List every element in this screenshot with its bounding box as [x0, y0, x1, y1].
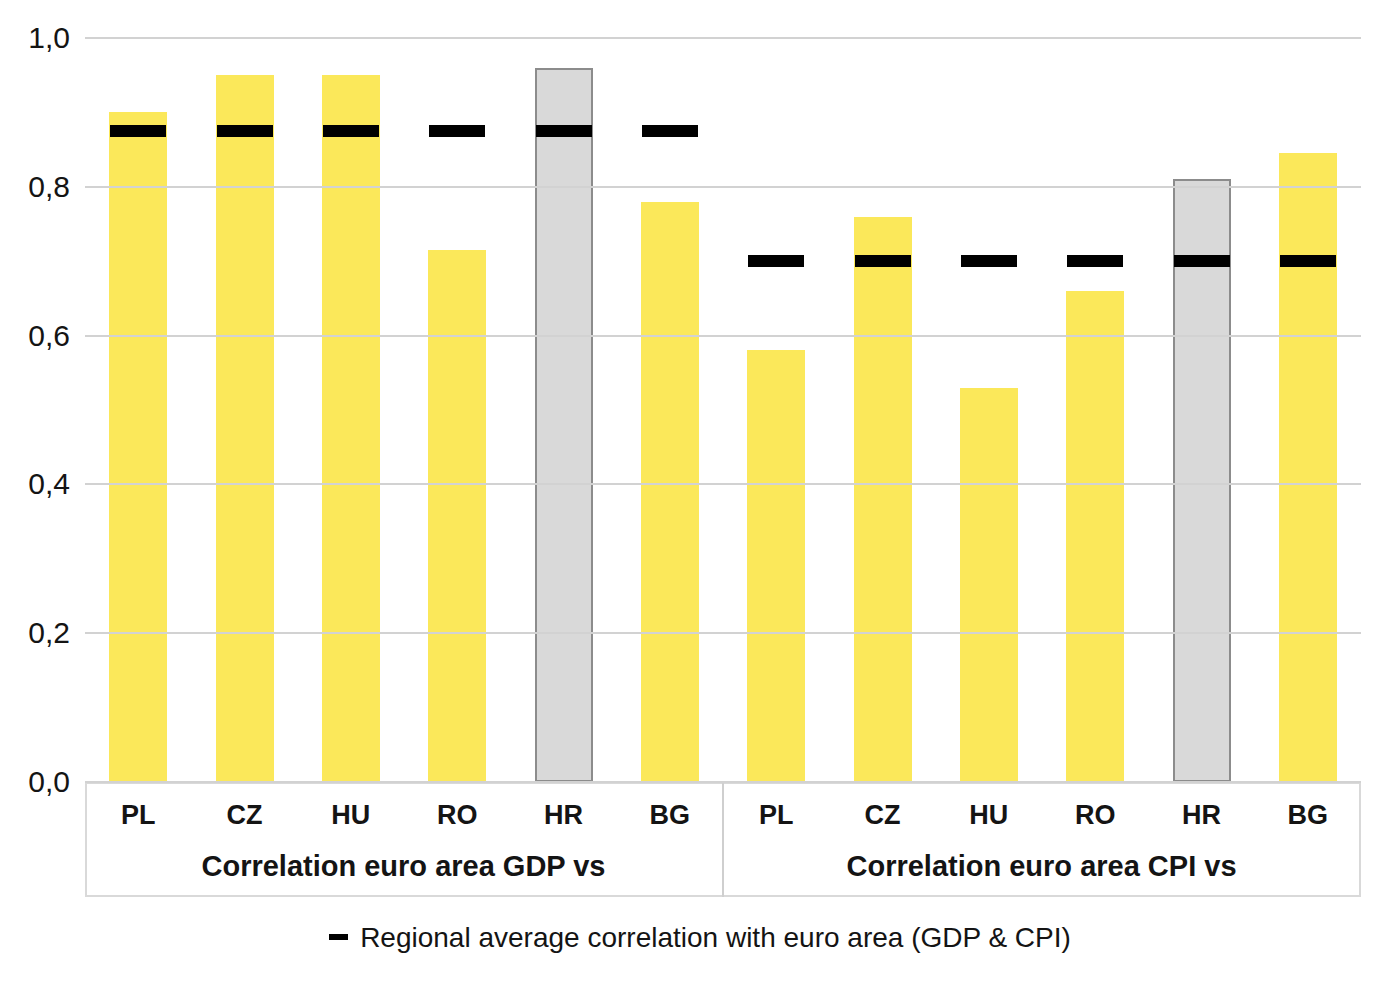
- average-dash-cpi-CZ: [855, 255, 911, 267]
- average-dash-cpi-BG: [1280, 255, 1336, 267]
- average-dash-gdp-HR: [536, 125, 592, 137]
- category-label-cpi-RO: RO: [1047, 800, 1143, 831]
- bar-gdp-HR: [535, 68, 593, 782]
- category-label-gdp-HU: HU: [303, 800, 399, 831]
- category-label-cpi-CZ: CZ: [835, 800, 931, 831]
- gridline-0,8: [85, 186, 1361, 188]
- category-label-gdp-RO: RO: [409, 800, 505, 831]
- gridline-0,0: [85, 781, 1361, 783]
- bar-cpi-HR: [1173, 179, 1231, 782]
- gridline-0,2: [85, 632, 1361, 634]
- bar-gdp-HU: [322, 75, 380, 782]
- category-label-cpi-PL: PL: [728, 800, 824, 831]
- chart-canvas: 0,0 0,2 0,4 0,6 0,8 1,0 PL CZ HU RO HR BG PL CZ HU RO H…: [0, 0, 1400, 992]
- y-tick-label-0,2: 0,2: [4, 617, 70, 649]
- category-label-gdp-BG: BG: [622, 800, 718, 831]
- legend: Regional average correlation with euro a…: [0, 922, 1400, 954]
- bar-gdp-RO: [428, 250, 486, 782]
- y-tick-label-1,0: 1,0: [4, 22, 70, 54]
- bar-gdp-CZ: [216, 75, 274, 782]
- category-label-gdp-HR: HR: [516, 800, 612, 831]
- category-label-gdp-CZ: CZ: [197, 800, 293, 831]
- category-label-gdp-PL: PL: [90, 800, 186, 831]
- average-dash-cpi-RO: [1067, 255, 1123, 267]
- bar-gdp-BG: [641, 202, 699, 782]
- category-label-cpi-HU: HU: [941, 800, 1037, 831]
- bar-cpi-BG: [1279, 153, 1337, 782]
- y-tick-label-0,4: 0,4: [4, 468, 70, 500]
- average-dash-gdp-BG: [642, 125, 698, 137]
- legend-dash-icon: [329, 934, 348, 940]
- average-dash-cpi-PL: [748, 255, 804, 267]
- category-label-cpi-HR: HR: [1154, 800, 1250, 831]
- group-label-gdp: Correlation euro area GDP vs: [85, 850, 722, 883]
- gridline-0,4: [85, 483, 1361, 485]
- gridline-1,0: [85, 37, 1361, 39]
- average-dash-gdp-HU: [323, 125, 379, 137]
- group-label-cpi: Correlation euro area CPI vs: [723, 850, 1360, 883]
- average-dash-gdp-RO: [429, 125, 485, 137]
- average-dash-cpi-HU: [961, 255, 1017, 267]
- average-dash-gdp-CZ: [217, 125, 273, 137]
- y-tick-label-0,8: 0,8: [4, 171, 70, 203]
- legend-label: Regional average correlation with euro a…: [360, 922, 1071, 953]
- gridline-0,6: [85, 335, 1361, 337]
- bar-cpi-RO: [1066, 291, 1124, 782]
- bar-gdp-PL: [109, 112, 167, 782]
- average-dash-gdp-PL: [110, 125, 166, 137]
- category-label-cpi-BG: BG: [1260, 800, 1356, 831]
- bar-cpi-HU: [960, 388, 1018, 782]
- average-dash-cpi-HR: [1174, 255, 1230, 267]
- bar-cpi-CZ: [854, 217, 912, 782]
- y-tick-label-0,0: 0,0: [4, 766, 70, 798]
- bar-cpi-PL: [747, 350, 805, 782]
- y-tick-label-0,6: 0,6: [4, 320, 70, 352]
